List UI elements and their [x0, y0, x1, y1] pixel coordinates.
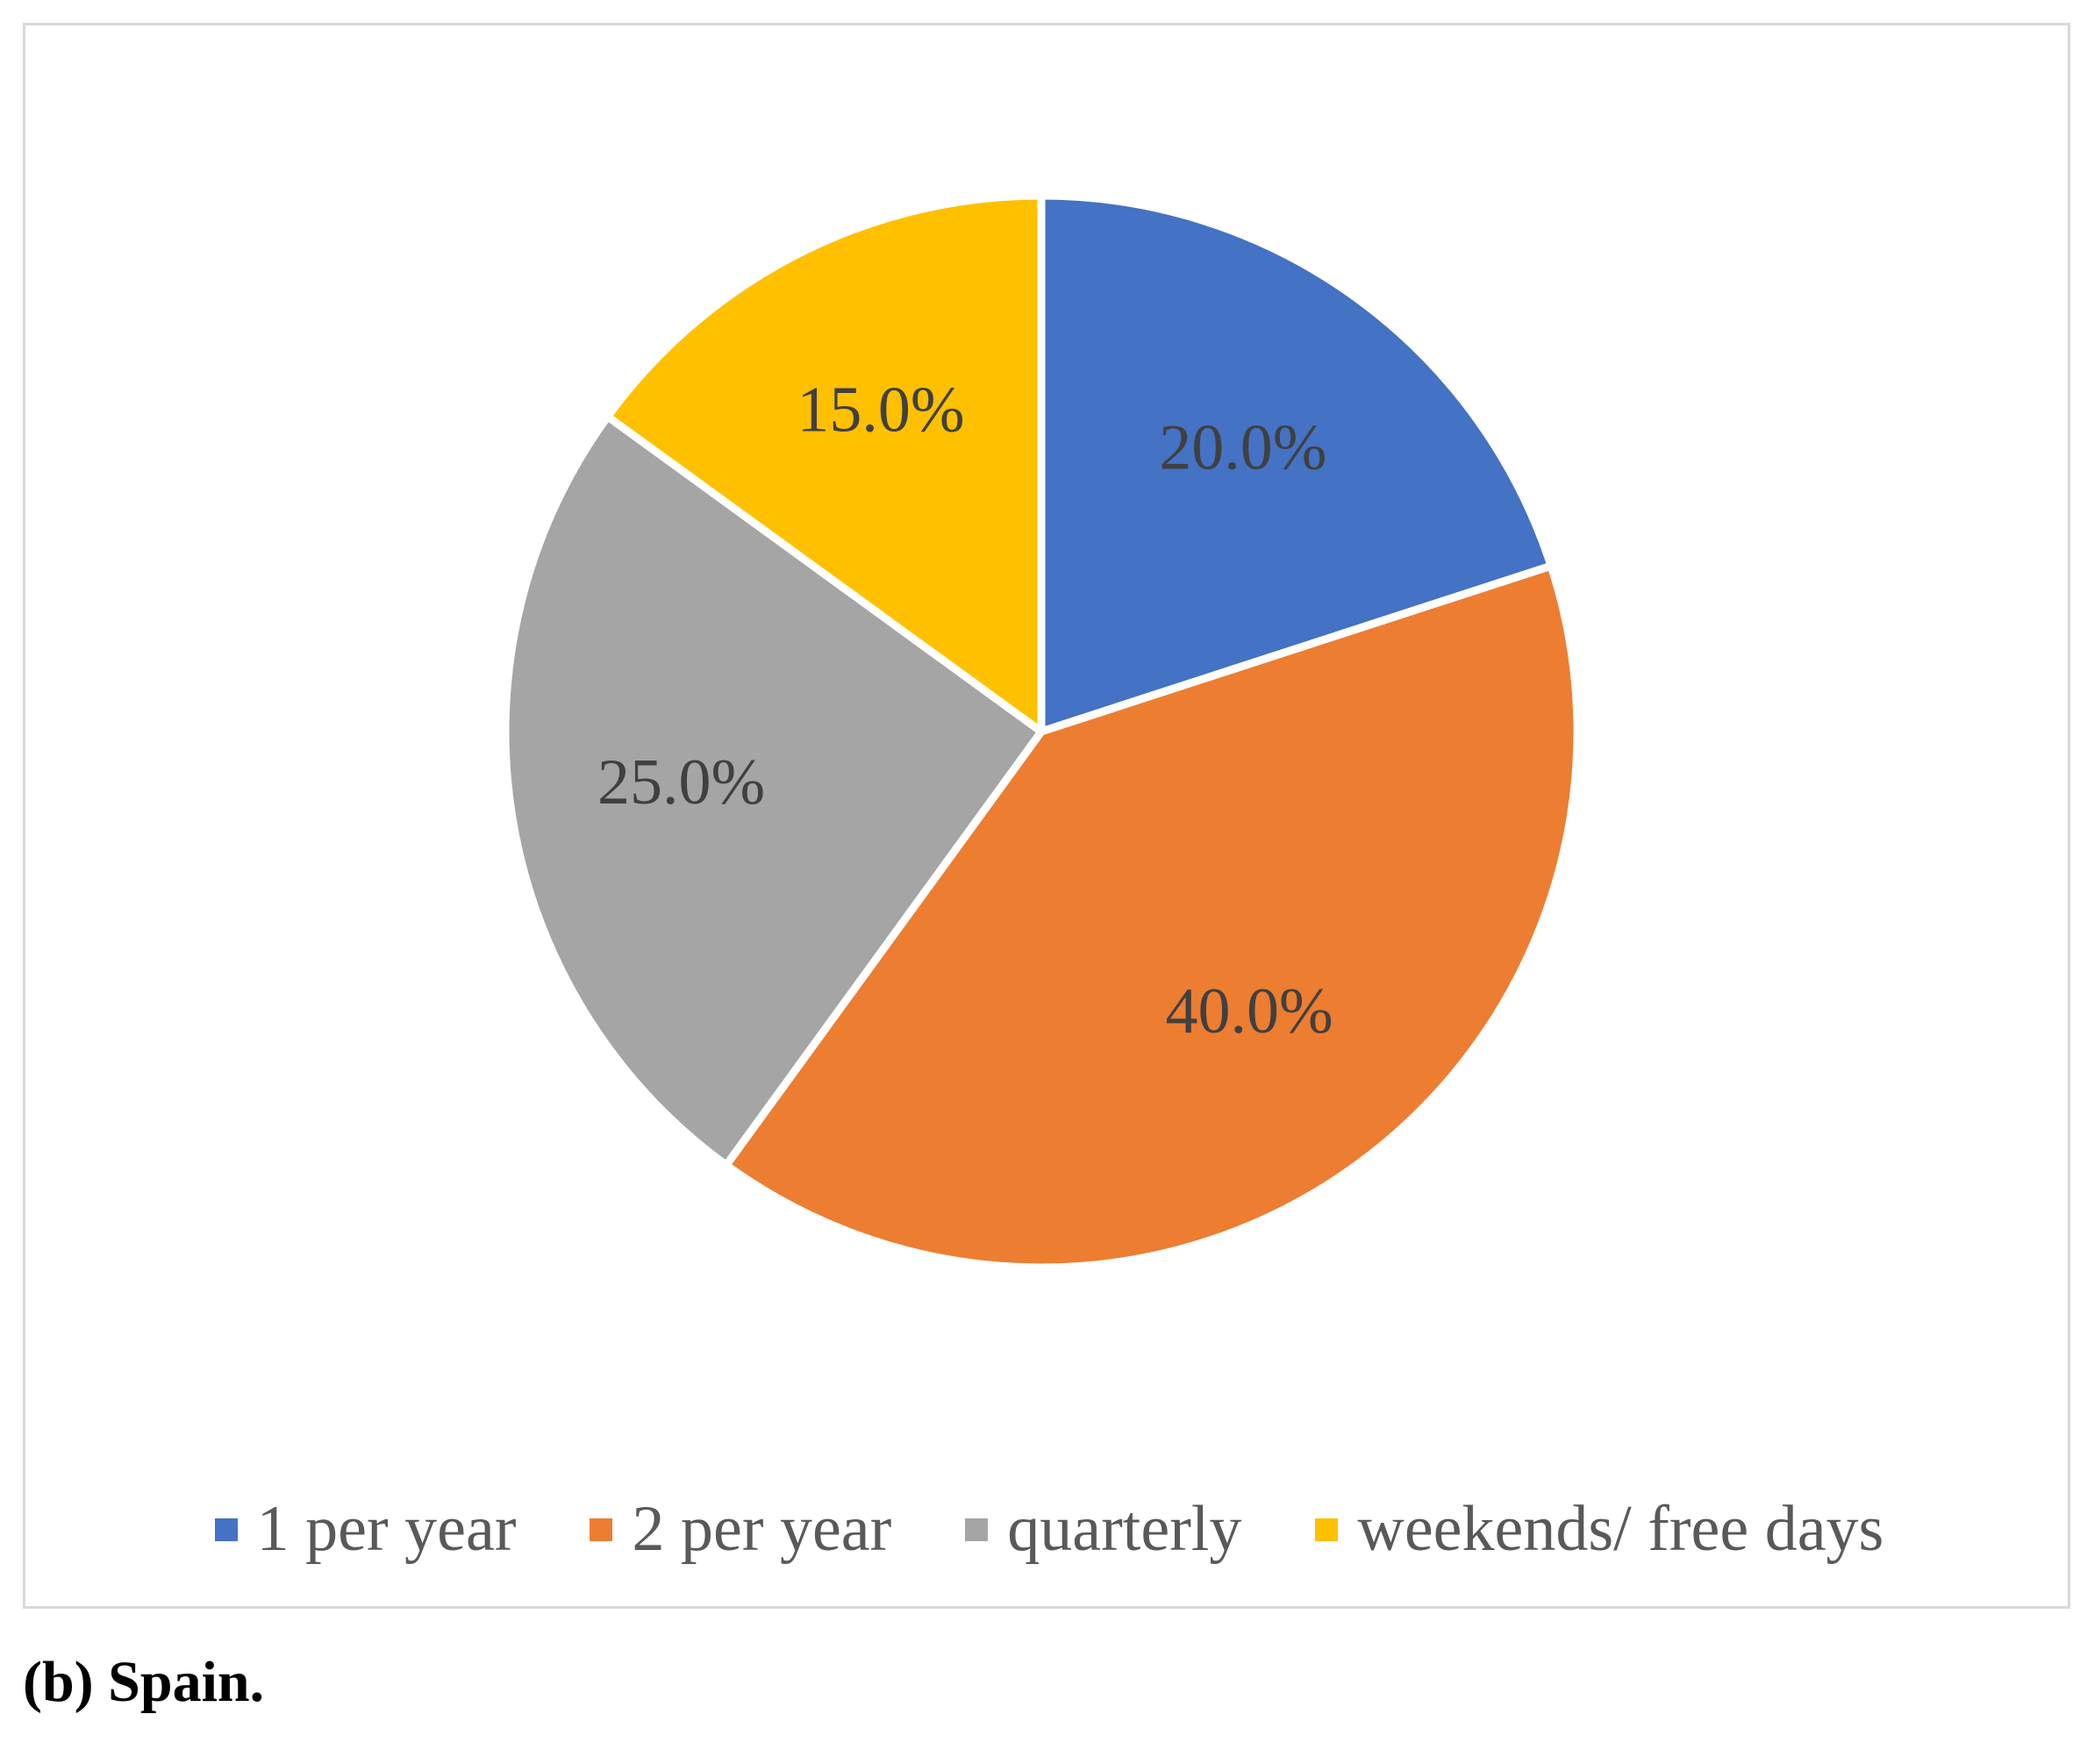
legend-label: weekends/ free days	[1357, 1493, 1884, 1565]
legend-swatch	[1315, 1518, 1339, 1541]
legend-label: 1 per year	[256, 1493, 517, 1565]
legend-label: 2 per year	[632, 1493, 892, 1565]
legend: 1 per year 2 per year quarterly weekends/ f…	[25, 1492, 2073, 1567]
legend-swatch	[965, 1518, 989, 1541]
legend-item-3: quarterly	[965, 1492, 1241, 1567]
pie-chart: 20.0% 40.0% 25.0% 15.0%	[501, 191, 1582, 1272]
pie-slice-3	[501, 412, 1046, 1169]
legend-item-4: weekends/ free days	[1315, 1492, 1883, 1567]
data-label-3: 25.0%	[597, 746, 765, 818]
legend-swatch	[590, 1518, 613, 1541]
data-label-4: 15.0%	[797, 375, 964, 446]
data-label-2: 40.0%	[1165, 975, 1333, 1047]
legend-item-1: 1 per year	[214, 1492, 517, 1567]
pie-slice-4	[604, 191, 1046, 736]
chart-frame: 20.0% 40.0% 25.0% 15.0% 1 per year 2 per yea…	[23, 23, 2070, 1609]
legend-label: quarterly	[1007, 1493, 1242, 1565]
legend-item-2: 2 per year	[590, 1492, 891, 1567]
legend-swatch	[214, 1518, 238, 1541]
pie-slice-2	[722, 561, 1582, 1272]
figure-caption: (b) Spain.	[23, 1650, 265, 1714]
data-label-1: 20.0%	[1159, 412, 1326, 484]
pie-slice-1	[1037, 191, 1555, 736]
